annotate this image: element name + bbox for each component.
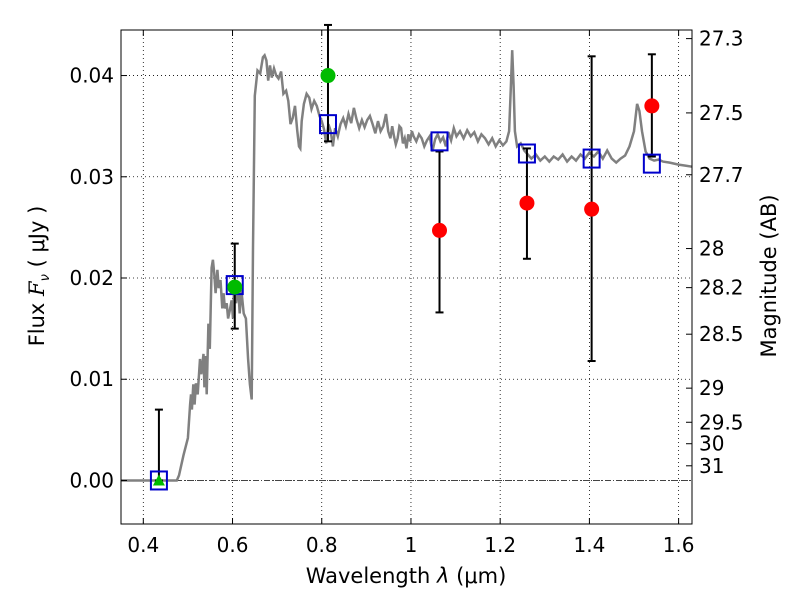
synthetic-square <box>642 153 661 174</box>
error-bars <box>154 23 656 482</box>
synthetic-square <box>517 143 536 164</box>
red-detections <box>432 98 660 238</box>
x-tick-label: 1 <box>405 533 418 557</box>
plot-area <box>121 23 693 491</box>
y-tick-label: 0.00 <box>69 468 114 492</box>
red-circle <box>519 195 535 211</box>
right-tick-label: 28.5 <box>699 322 744 346</box>
y-axis-label: Flux Fν ( μJy ) <box>25 206 54 347</box>
right-tick-label: 28.2 <box>699 276 744 300</box>
green-detections <box>152 68 336 486</box>
synthetic-square <box>430 131 449 152</box>
y-tick-label: 0.04 <box>69 64 114 88</box>
x-tick-label: 1.4 <box>573 533 605 557</box>
synthetic-photometry <box>149 114 661 491</box>
x-tick-label: 0.6 <box>217 533 249 557</box>
x-tick-label: 1.6 <box>663 533 695 557</box>
synthetic-square <box>582 148 601 169</box>
green-triangle <box>152 474 165 486</box>
green-circle <box>320 68 336 84</box>
right-tick-label: 30 <box>699 432 724 456</box>
green-circle <box>227 279 243 295</box>
ticks: 0.4 0.6 0.8 1 1.2 1.4 1.6 0.00 0.01 0.02 0.03 0.04 2… <box>69 27 743 557</box>
synthetic-square <box>318 114 337 135</box>
red-circle <box>584 201 600 217</box>
x-tick-label: 0.8 <box>306 533 338 557</box>
right-tick-label: 31 <box>699 454 724 478</box>
grid <box>121 30 692 524</box>
right-tick-label: 29 <box>699 376 724 400</box>
x-tick-label: 0.4 <box>127 533 159 557</box>
red-circle <box>644 98 660 114</box>
y-tick-label: 0.03 <box>69 165 114 189</box>
y-tick-label: 0.02 <box>69 266 114 290</box>
plot-frame <box>120 29 693 525</box>
y-tick-label: 0.01 <box>69 367 114 391</box>
right-tick-label: 27.7 <box>699 163 744 187</box>
right-tick-label: 28 <box>699 237 724 261</box>
right-tick-label: 27.3 <box>699 27 744 51</box>
template-spectrum <box>121 50 693 482</box>
red-circle <box>432 222 448 238</box>
x-axis-label: Wavelength λ (μm) <box>306 564 507 588</box>
right-tick-label: 27.5 <box>699 101 744 125</box>
right-axis-label: Magnitude (AB) <box>757 194 781 357</box>
x-tick-label: 1.2 <box>484 533 516 557</box>
synthetic-square <box>149 470 168 491</box>
right-tick-label: 29.5 <box>699 410 744 434</box>
